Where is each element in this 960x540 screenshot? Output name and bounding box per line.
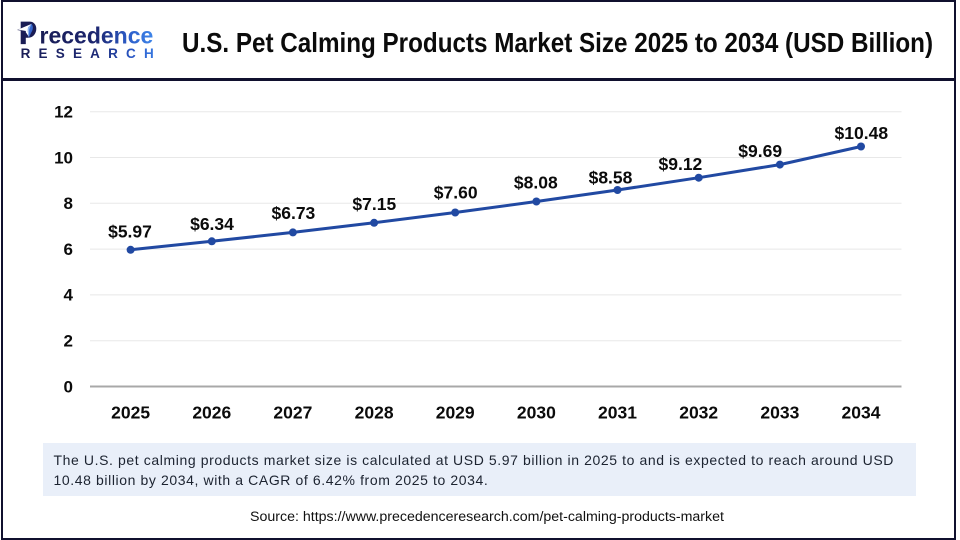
svg-text:$10.48: $10.48 [835,123,889,143]
svg-text:2025: 2025 [111,403,150,423]
svg-text:$6.34: $6.34 [190,214,234,234]
svg-text:$8.58: $8.58 [589,168,633,188]
svg-text:2026: 2026 [192,403,231,423]
svg-text:4: 4 [64,286,74,305]
svg-text:$6.73: $6.73 [272,203,316,223]
svg-text:$9.12: $9.12 [659,154,703,174]
svg-text:$8.08: $8.08 [514,173,558,193]
svg-text:2028: 2028 [355,403,394,423]
svg-text:2032: 2032 [679,403,718,423]
svg-text:6: 6 [64,240,73,259]
svg-text:2: 2 [64,332,73,351]
svg-text:0: 0 [64,377,73,396]
svg-text:8: 8 [64,194,73,213]
svg-text:2031: 2031 [598,403,637,423]
svg-text:12: 12 [54,103,73,122]
svg-text:$7.15: $7.15 [352,194,396,214]
svg-text:RESEARCH: RESEARCH [21,46,162,61]
svg-text:2034: 2034 [842,403,881,423]
svg-text:2033: 2033 [760,403,799,423]
svg-text:$9.69: $9.69 [738,141,782,161]
svg-text:2030: 2030 [517,403,556,423]
svg-text:2029: 2029 [436,403,475,423]
svg-text:$5.97: $5.97 [108,221,152,241]
svg-text:2027: 2027 [273,403,312,423]
svg-text:10: 10 [54,148,73,167]
svg-text:recedence: recedence [40,23,154,49]
svg-text:$7.60: $7.60 [434,183,478,203]
